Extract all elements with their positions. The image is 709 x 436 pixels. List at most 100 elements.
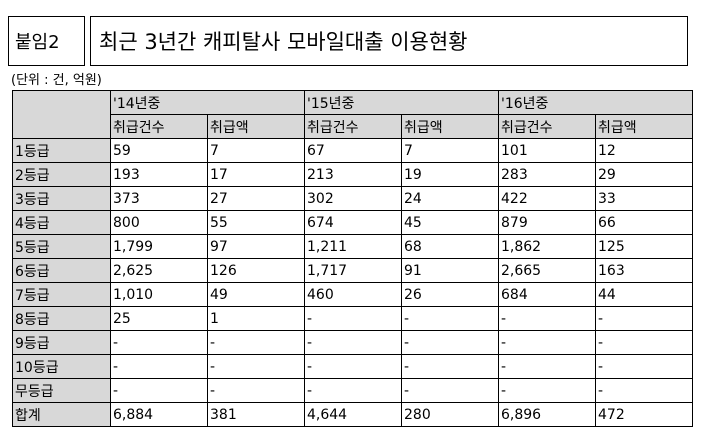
table-row: 6등급 2,625 126 1,717 91 2,665 163 — [12, 258, 693, 283]
amount-cell: - — [207, 378, 305, 403]
amount-cell: 49 — [207, 282, 305, 307]
count-cell: 373 — [110, 186, 208, 211]
count-cell: 879 — [498, 210, 596, 235]
count-cell: - — [498, 378, 596, 403]
count-cell: 213 — [304, 162, 402, 187]
table-row: 2등급 193 17 213 19 283 29 — [12, 162, 693, 187]
count-cell: - — [110, 354, 208, 379]
amount-cell: 55 — [207, 210, 305, 235]
count-cell: 25 — [110, 306, 208, 331]
amount-cell: 29 — [595, 162, 693, 187]
table-row: 3등급 373 27 302 24 422 33 — [12, 186, 693, 211]
count-cell: - — [304, 330, 402, 355]
table-row: 4등급 800 55 674 45 879 66 — [12, 210, 693, 235]
grade-cell: 무등급 — [12, 378, 111, 403]
count-cell: 460 — [304, 282, 402, 307]
count-cell: - — [498, 306, 596, 331]
document-title-text: 최근 3년간 캐피탈사 모바일대출 이용현황 — [99, 30, 468, 54]
grade-cell: 10등급 — [12, 354, 111, 379]
amount-cell: 26 — [401, 282, 499, 307]
table-row: 5등급 1,799 97 1,211 68 1,862 125 — [12, 234, 693, 259]
grade-cell: 5등급 — [12, 234, 111, 259]
grade-cell: 2등급 — [12, 162, 111, 187]
amount-cell: 97 — [207, 234, 305, 259]
table-row: 무등급 - - - - - - — [12, 378, 693, 403]
amount-cell: - — [401, 378, 499, 403]
table-row: 8등급 25 1- - - - — [12, 306, 693, 331]
grade-cell: 6등급 — [12, 258, 111, 283]
amount-cell: 44 — [595, 282, 693, 307]
amount-cell: 68 — [401, 234, 499, 259]
amount-cell: 7 — [207, 138, 305, 163]
count-cell: 6,896 — [498, 402, 596, 427]
count-cell: 2,625 — [110, 258, 208, 283]
subheader-amount-2014: 취급액 — [207, 114, 305, 139]
count-cell: - — [110, 378, 208, 403]
count-cell: 67 — [304, 138, 402, 163]
amount-cell: 1 — [207, 306, 305, 331]
count-cell: 422 — [498, 186, 596, 211]
table-row: 7등급 1,010 49 460 26 684 44 — [12, 282, 693, 307]
count-cell: 6,884 — [110, 402, 208, 427]
grade-cell: 4등급 — [12, 210, 111, 235]
count-cell: - — [304, 354, 402, 379]
grade-cell: 합계 — [12, 402, 111, 427]
table-row: 합계 6,884 381 4,644 280 6,896 472 — [12, 402, 693, 427]
count-cell: 684 — [498, 282, 596, 307]
amount-cell: - — [595, 354, 693, 379]
amount-cell: 7 — [401, 138, 499, 163]
unit-note: (단위 : 건, 억원) — [11, 73, 102, 88]
amount-cell: 472 — [595, 402, 693, 427]
sub-header-row: 취급건수 취급액 취급건수 취급액 취급건수 취급액 — [13, 114, 693, 139]
count-cell: - — [498, 330, 596, 355]
amount-cell: 91 — [401, 258, 499, 283]
amount-cell: 381 — [207, 402, 305, 427]
table-row: 10등급 - - - - - - — [12, 354, 693, 379]
amount-cell: 24 — [401, 186, 499, 211]
grade-cell: 3등급 — [12, 186, 111, 211]
grade-cell: 1등급 — [12, 138, 111, 163]
attachment-label: 붙임2 — [8, 16, 85, 66]
amount-cell: - — [207, 354, 305, 379]
count-cell: 1,799 — [110, 234, 208, 259]
subheader-amount-2016: 취급액 — [595, 114, 693, 139]
amount-cell: 17 — [207, 162, 305, 187]
document-title: 최근 3년간 캐피탈사 모바일대출 이용현황 — [90, 16, 688, 66]
loan-usage-table: '14년중 '15년중 '16년중 취급건수 취급액 취급건수 취급액 취급건수… — [12, 90, 693, 427]
amount-cell: 45 — [401, 210, 499, 235]
count-cell: 283 — [498, 162, 596, 187]
table-row: 9등급 - - - - - - — [12, 330, 693, 355]
count-cell: 1,211 — [304, 234, 402, 259]
amount-cell: 280 — [401, 402, 499, 427]
amount-cell: - — [595, 306, 693, 331]
year-header-2016: '16년중 — [498, 90, 693, 115]
amount-cell: 27 — [207, 186, 305, 211]
count-cell: - — [304, 306, 402, 331]
count-cell: 1,862 — [498, 234, 596, 259]
amount-cell: - — [595, 330, 693, 355]
grade-cell: 7등급 — [12, 282, 111, 307]
attachment-label-text: 붙임2 — [15, 32, 60, 53]
subheader-count-2014: 취급건수 — [110, 114, 208, 139]
count-cell: 193 — [110, 162, 208, 187]
corner-header-cell — [12, 90, 111, 139]
count-cell: 4,644 — [304, 402, 402, 427]
count-cell: 674 — [304, 210, 402, 235]
amount-cell: 33 — [595, 186, 693, 211]
count-cell: 2,665 — [498, 258, 596, 283]
amount-cell: 12 — [595, 138, 693, 163]
amount-cell: - — [401, 330, 499, 355]
subheader-count-2016: 취급건수 — [498, 114, 596, 139]
count-cell: 1,010 — [110, 282, 208, 307]
amount-cell: 66 — [595, 210, 693, 235]
amount-cell: 163 — [595, 258, 693, 283]
count-cell: - — [110, 330, 208, 355]
subheader-amount-2015: 취급액 — [401, 114, 499, 139]
count-cell: 101 — [498, 138, 596, 163]
count-cell: 59 — [110, 138, 208, 163]
grade-cell: 9등급 — [12, 330, 111, 355]
count-cell: 800 — [110, 210, 208, 235]
year-header-2015: '15년중 — [304, 90, 499, 115]
amount-cell: 19 — [401, 162, 499, 187]
amount-cell: - — [595, 378, 693, 403]
